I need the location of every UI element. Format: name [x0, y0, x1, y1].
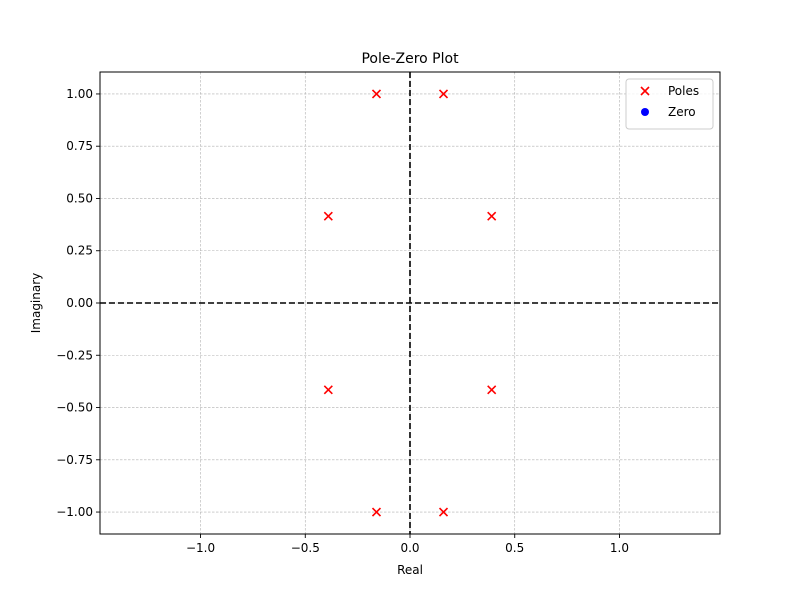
pole-marker [438, 507, 449, 517]
x-axis-label: Real [397, 563, 423, 577]
legend-zero-marker [641, 108, 649, 116]
x-tick-label: −1.0 [186, 541, 215, 555]
x-tick-label: 1.0 [610, 541, 629, 555]
pole-marker [323, 385, 333, 395]
data-markers [323, 89, 497, 517]
y-tick-label: 1.00 [66, 87, 93, 101]
pole-marker [371, 507, 382, 517]
y-tick-label: 0.75 [66, 139, 93, 153]
y-axis-label: Imaginary [29, 273, 43, 334]
y-tick-label: −0.75 [56, 453, 93, 467]
chart-title: Pole-Zero Plot [361, 51, 459, 67]
legend-label: Poles [668, 84, 699, 98]
legend-label: Zero [668, 105, 696, 119]
pole-marker [438, 89, 449, 99]
y-tick-label: −0.50 [56, 401, 93, 415]
legend-box [625, 78, 714, 130]
y-tick-label: 0.50 [66, 191, 93, 205]
pole-marker [487, 385, 497, 395]
y-tick-label: −1.00 [56, 505, 93, 519]
x-tick-label: 0.5 [505, 541, 524, 555]
y-tick-label: 0.00 [66, 296, 93, 310]
axis-ticks: −1.0 −0.5 0.0 0.5 1.0 1.00 0.75 0.50 0.25 0.00 −0.… [56, 87, 629, 555]
y-tick-label: 0.25 [66, 244, 93, 258]
pole-marker [487, 211, 497, 221]
pole-marker [371, 89, 382, 99]
x-tick-label: 0.0 [400, 541, 419, 555]
legend-poles-marker [640, 86, 650, 96]
x-tick-label: −0.5 [291, 541, 320, 555]
y-tick-label: −0.25 [56, 348, 93, 362]
legend: Poles Zero [625, 78, 714, 130]
pole-marker [323, 211, 333, 221]
reference-lines [100, 72, 720, 534]
